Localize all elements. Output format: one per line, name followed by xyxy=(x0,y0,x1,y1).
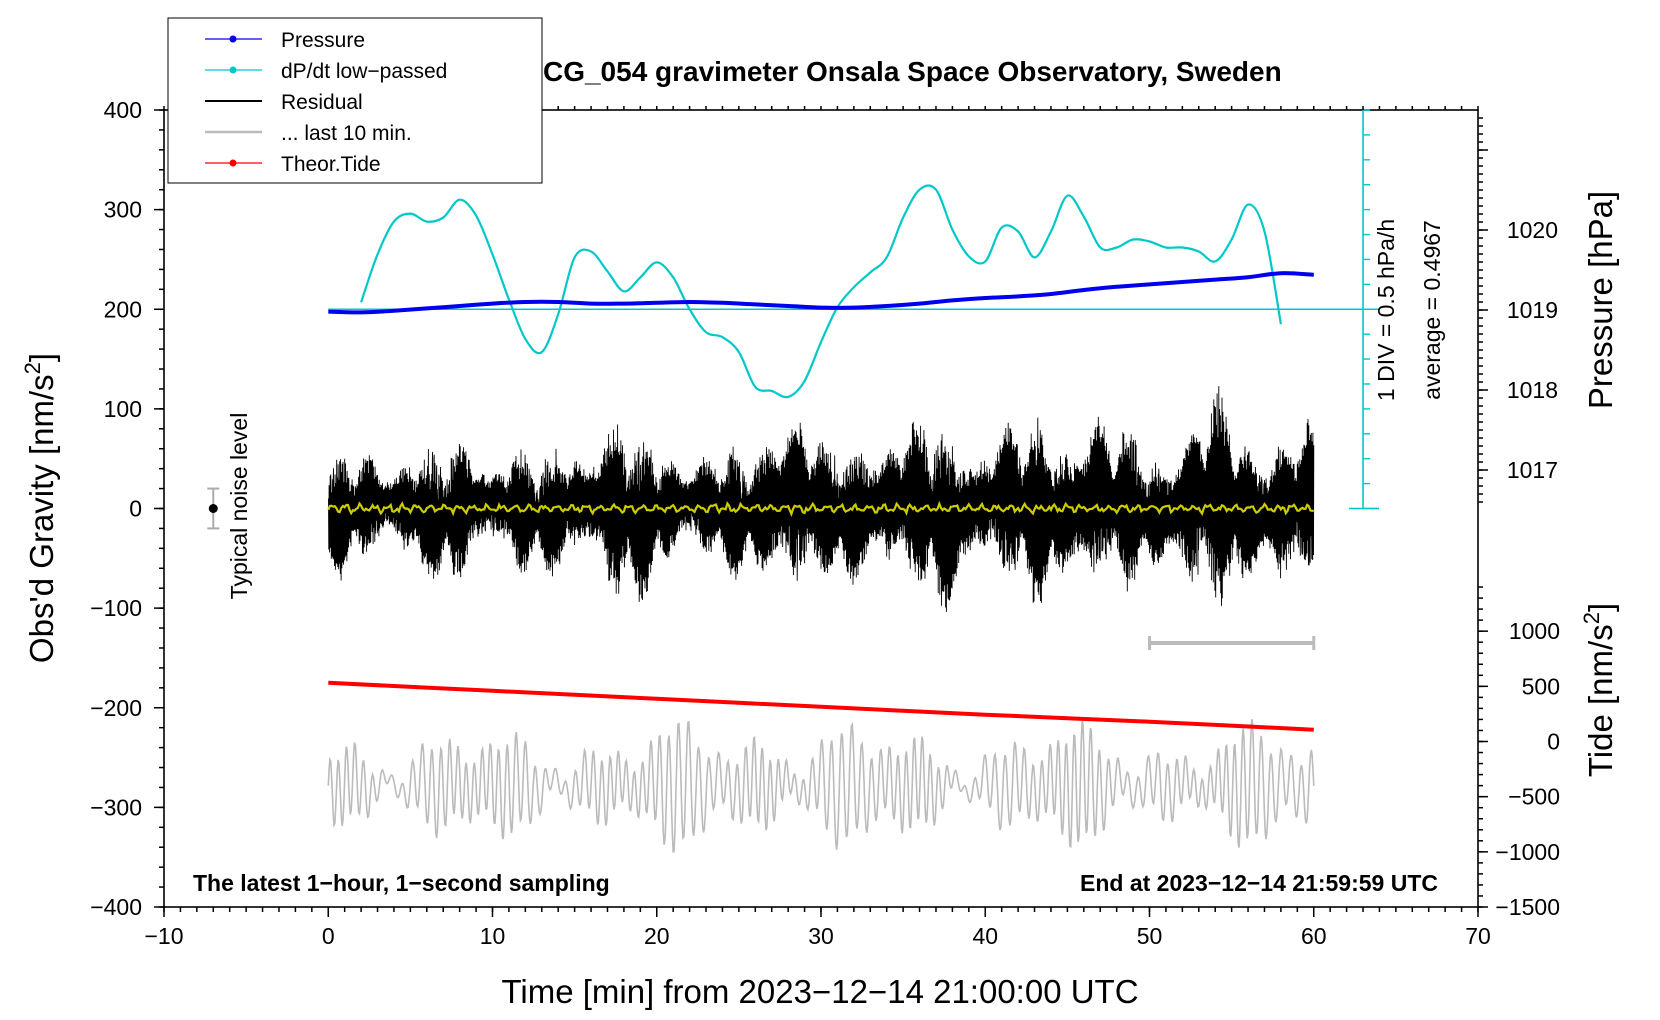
residual-series xyxy=(327,386,1315,612)
end-time-note: End at 2023−12−14 21:59:59 UTC xyxy=(1080,870,1438,896)
legend-marker-tide xyxy=(229,159,237,167)
y-tick-label: 200 xyxy=(104,296,142,322)
y-tick-label: 400 xyxy=(104,97,142,123)
pressure-tick-label: 1018 xyxy=(1507,377,1558,403)
tick-labels: −10 0 10 20 30 40 50 60 704003002001000−100−200−… xyxy=(90,97,1560,949)
legend-item-dpdt: dP/dt low−passed xyxy=(205,60,447,83)
pressure-tick-label: 1019 xyxy=(1507,297,1558,323)
theoretical-tide-series xyxy=(328,680,1314,732)
tide-tick-label: −500 xyxy=(1508,784,1560,810)
last-10-min-line xyxy=(327,500,1314,517)
legend-label-tide: Theor.Tide xyxy=(281,153,381,176)
x-tick-label: 70 xyxy=(1465,923,1491,949)
y-tick-label: −300 xyxy=(90,794,142,820)
legend-label-dpdt: dP/dt low−passed xyxy=(281,60,447,83)
tide-tick-label: −1500 xyxy=(1495,894,1560,920)
y-tick-label: −400 xyxy=(90,894,142,920)
x-tick-label: 30 xyxy=(808,923,834,949)
pressure-line xyxy=(328,271,1314,315)
y-axis-label-pressure: Pressure [hPa] xyxy=(1582,191,1619,409)
x-tick-label: 0 xyxy=(322,923,335,949)
pressure-tick-label: 1020 xyxy=(1507,217,1558,243)
chart-title: SCG_054 gravimeter Onsala Space Observat… xyxy=(524,56,1281,87)
y-tick-label: −100 xyxy=(90,595,142,621)
tide-gray-line xyxy=(327,719,1315,853)
annotation-marks xyxy=(207,109,1380,650)
y-tick-label: 100 xyxy=(104,396,142,422)
legend: Pressure dP/dt low−passed Residual ... l… xyxy=(167,17,543,184)
last-10-min-series xyxy=(327,500,1314,517)
x-tick-label: 40 xyxy=(972,923,998,949)
tide-tick-label: −1000 xyxy=(1495,839,1560,865)
noise-level-label: Typical noise level xyxy=(226,413,252,600)
legend-item-last10: ... last 10 min. xyxy=(205,122,412,145)
dpdt-line xyxy=(360,184,1282,399)
tide-tick-label: 500 xyxy=(1522,673,1560,699)
x-tick-label: 20 xyxy=(644,923,670,949)
sampling-note: The latest 1−hour, 1−second sampling xyxy=(193,870,610,896)
x-tick-label: 10 xyxy=(480,923,506,949)
tide-tick-label: 1000 xyxy=(1509,618,1560,644)
x-tick-label: 60 xyxy=(1301,923,1327,949)
legend-marker-pressure xyxy=(229,35,237,43)
legend-marker-dpdt xyxy=(229,66,237,74)
legend-label-residual: Residual xyxy=(281,91,363,114)
pressure-series xyxy=(328,271,1314,315)
tide-gray-series xyxy=(327,719,1315,853)
x-tick-label: −10 xyxy=(144,923,183,949)
tide-line xyxy=(328,680,1314,732)
legend-item-pressure: Pressure xyxy=(205,29,365,52)
dpdt-series xyxy=(328,184,1380,399)
axis-ticks xyxy=(154,106,1488,917)
legend-label-pressure: Pressure xyxy=(281,29,365,52)
y-axis-label-tide: Tide [nm/s2] xyxy=(1579,603,1619,777)
x-tick-label: 50 xyxy=(1137,923,1163,949)
scale-average-label: average = 0.4967 xyxy=(1419,220,1445,400)
legend-label-last10: ... last 10 min. xyxy=(281,122,412,145)
legend-item-tide: Theor.Tide xyxy=(205,153,381,176)
y-tick-label: 300 xyxy=(104,197,142,223)
residual-line xyxy=(327,386,1315,612)
pressure-tick-label: 1017 xyxy=(1507,457,1558,483)
noise-bar-center xyxy=(208,504,218,513)
y-tick-label: −200 xyxy=(90,695,142,721)
scale-div-label: 1 DIV = 0.5 hPa/h xyxy=(1373,219,1399,401)
y-tick-label: 0 xyxy=(129,496,142,522)
legend-item-residual: Residual xyxy=(205,91,363,114)
y-axis-label-left: Obs'd Gravity [nm/s2] xyxy=(20,353,60,663)
tide-tick-label: 0 xyxy=(1547,729,1560,755)
x-axis-label: Time [min] from 2023−12−14 21:00:00 UTC xyxy=(501,973,1138,1010)
